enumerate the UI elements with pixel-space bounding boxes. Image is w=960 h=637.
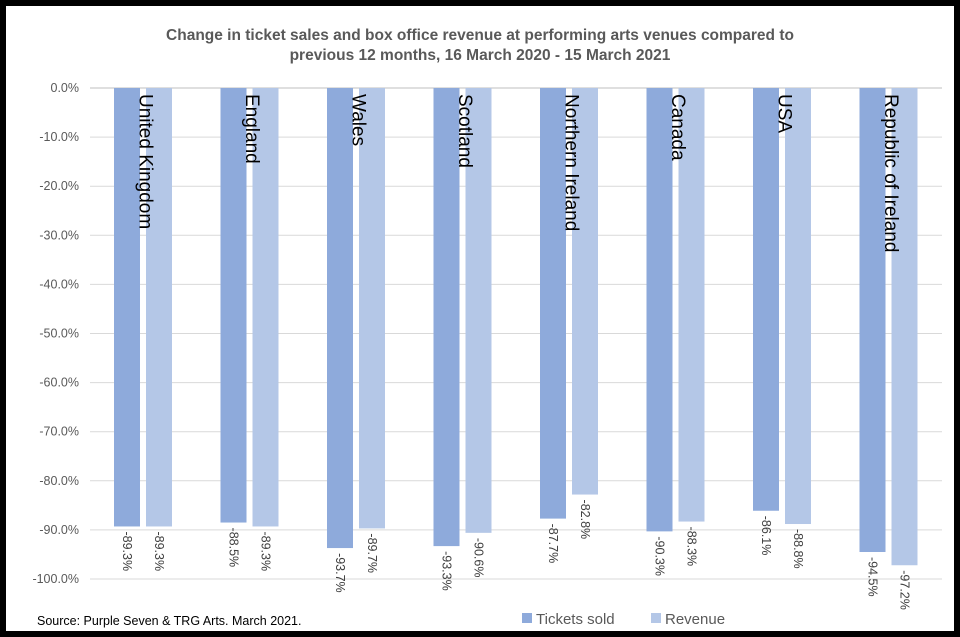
category-label: Northern Ireland xyxy=(561,94,582,231)
data-label: -88.8% xyxy=(791,529,805,569)
data-label: -93.7% xyxy=(333,553,347,593)
y-tick-label: -70.0% xyxy=(39,425,79,439)
bars xyxy=(114,88,918,565)
data-label: -87.7% xyxy=(546,524,560,564)
legend-label-tickets: Tickets sold xyxy=(536,611,615,628)
y-tick-label: -40.0% xyxy=(39,277,79,291)
data-label: -94.5% xyxy=(866,557,880,597)
y-tick-label: 0.0% xyxy=(51,81,80,95)
y-tick-label: -30.0% xyxy=(39,228,79,242)
data-label: -82.8% xyxy=(578,500,592,540)
category-label: Canada xyxy=(667,94,688,161)
category-label: United Kingdom xyxy=(135,94,156,229)
legend-swatch-revenue xyxy=(651,613,661,623)
category-label: USA xyxy=(774,94,795,133)
category-label: England xyxy=(241,94,262,164)
y-tick-label: -90.0% xyxy=(39,523,79,537)
data-label: -90.6% xyxy=(472,538,486,578)
y-axis: 0.0% -10.0% -20.0% -30.0% -40.0% -50.0% -60.0%… xyxy=(32,81,79,586)
bar-tickets-sold xyxy=(327,88,353,548)
data-label: -90.3% xyxy=(653,536,667,576)
data-label: -86.1% xyxy=(759,516,773,556)
y-tick-label: -60.0% xyxy=(39,376,79,390)
bar-chart: Change in ticket sales and box office re… xyxy=(6,6,954,631)
source-note: Source: Purple Seven & TRG Arts. March 2… xyxy=(37,614,301,628)
data-label: -89.7% xyxy=(365,533,379,573)
gridlines xyxy=(90,88,942,579)
data-label: -97.2% xyxy=(898,570,912,610)
data-label: -89.3% xyxy=(120,531,134,571)
chart-title-line-2: previous 12 months, 16 March 2020 - 15 M… xyxy=(290,47,671,64)
y-tick-label: -10.0% xyxy=(39,130,79,144)
y-tick-label: -50.0% xyxy=(39,327,79,341)
legend-label-revenue: Revenue xyxy=(665,611,725,628)
legend: Tickets sold Revenue xyxy=(522,611,725,628)
data-label: -89.3% xyxy=(152,531,166,571)
y-tick-label: -20.0% xyxy=(39,179,79,193)
data-label: -93.3% xyxy=(440,551,454,591)
data-label: -89.3% xyxy=(259,531,273,571)
data-label: -88.5% xyxy=(227,528,241,568)
y-tick-label: -80.0% xyxy=(39,474,79,488)
bar-tickets-sold xyxy=(753,88,779,511)
bar-revenue xyxy=(785,88,811,524)
chart-frame: Change in ticket sales and box office re… xyxy=(6,6,954,631)
bar-revenue xyxy=(359,88,385,528)
legend-swatch-tickets xyxy=(522,613,532,623)
category-label: Wales xyxy=(348,94,369,146)
category-label: Scotland xyxy=(454,94,475,168)
chart-title-line-1: Change in ticket sales and box office re… xyxy=(166,27,794,44)
data-label: -88.3% xyxy=(685,527,699,567)
y-tick-label: -100.0% xyxy=(32,572,79,586)
category-label: Republic of Ireland xyxy=(880,94,901,252)
